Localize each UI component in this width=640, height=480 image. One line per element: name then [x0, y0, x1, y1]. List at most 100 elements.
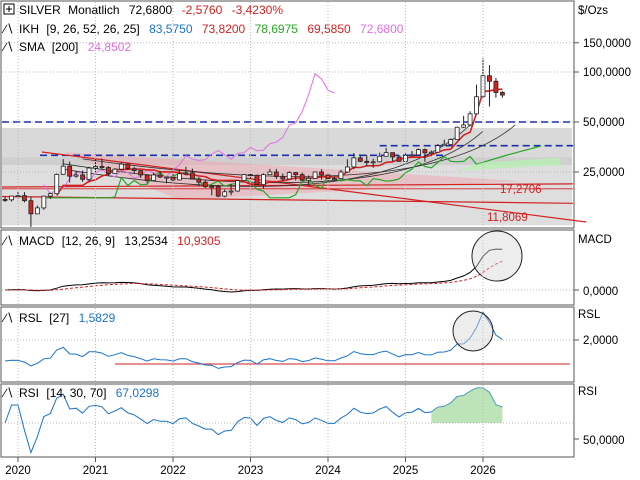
candle-body [67, 165, 73, 177]
candle-body [377, 155, 383, 163]
candle-body [273, 171, 279, 177]
candle-body [202, 181, 208, 188]
candle [34, 205, 40, 215]
candle-body [428, 151, 434, 154]
price-tick-label: 100,0000 [583, 67, 631, 79]
candle-body [125, 163, 131, 170]
candle-body [280, 176, 286, 180]
candle [118, 162, 124, 171]
candle [235, 180, 240, 192]
candle [131, 166, 137, 174]
candle [60, 159, 66, 175]
change-value: -2,5760 [182, 3, 223, 17]
candle [286, 171, 292, 180]
time-tick-label: 2026 [470, 465, 496, 477]
candle-body [99, 166, 105, 168]
candle [22, 192, 27, 203]
candle [441, 139, 447, 147]
sma-params: [200] [52, 40, 79, 54]
time-tick-label: 2025 [393, 465, 419, 477]
candle-body [118, 163, 124, 170]
candle-body [196, 178, 202, 183]
candle [261, 173, 266, 189]
ikh-base-line [56, 88, 503, 196]
rsi-icon: ∕∖ [1, 386, 14, 400]
annotation-level-1: 17,2706 [500, 184, 542, 196]
macd-params: [12, 26, 9] [62, 234, 115, 248]
time-tick-label: 2022 [160, 465, 186, 477]
candle-body [409, 154, 415, 157]
rsl-highlight-circle [452, 310, 494, 352]
candle [319, 169, 324, 180]
rsi-params: [14, 30, 70] [46, 386, 106, 400]
candle-body [9, 195, 14, 201]
candle [183, 166, 189, 176]
candle-body [54, 173, 60, 195]
svg-text:IKH [9, 26, 52, 26, 25]: IKH [9, 26, 52, 26, 25] 83,5750 73,8200 … [19, 22, 404, 36]
candle-body [183, 172, 189, 175]
candle-body [241, 174, 247, 181]
candle-body [416, 149, 421, 156]
price-tick-label: 150,0000 [583, 38, 631, 50]
candle-body [248, 174, 253, 177]
candle-body [215, 186, 221, 197]
candle [280, 173, 286, 181]
candle [306, 175, 312, 186]
candle [9, 195, 14, 202]
candle [344, 159, 350, 173]
candle-body [22, 195, 27, 202]
time-tick-label: 2021 [83, 465, 109, 477]
candle-body [41, 195, 47, 209]
candle-body [441, 143, 447, 147]
time-axis-labels: 2020 2021 2022 2023 2024 2025 2026 [5, 457, 496, 477]
macd-lines [2, 230, 579, 293]
candle [41, 195, 47, 210]
rsi-overbought-area [431, 388, 503, 423]
candle [409, 151, 415, 157]
candle-body [467, 113, 473, 126]
svg-text:MACD [12, 26, 9] 1: MACD [12, 26, 9] 13,2534 10,9305 [19, 234, 221, 248]
candle [332, 176, 337, 181]
candle-body [164, 176, 169, 179]
ikh-params: [9, 26, 52, 26, 25] [46, 22, 139, 36]
candle-body [157, 174, 163, 178]
candle-body [338, 171, 344, 180]
candle [177, 170, 182, 181]
time-tick-label: 2020 [5, 465, 31, 477]
candle-body [493, 80, 499, 93]
macd-axis-tick: 0,0000 [583, 286, 618, 298]
candle-body [151, 174, 157, 181]
candle-body [177, 173, 182, 181]
candle [416, 148, 421, 156]
candle-body [306, 177, 312, 181]
candle-body [299, 174, 305, 181]
price-tick-label: 25,0000 [583, 167, 625, 179]
candle-body [73, 174, 79, 177]
candle [377, 152, 383, 163]
time-tick-label: 2023 [238, 465, 264, 477]
candle [396, 155, 402, 162]
macd-value-1: 13,2534 [124, 234, 168, 248]
candle [254, 174, 260, 185]
candle [47, 192, 53, 199]
candle-body [461, 124, 467, 128]
candle [151, 172, 157, 182]
candle-body [112, 168, 118, 174]
candle [338, 169, 344, 180]
candle [474, 84, 479, 115]
candle-body [448, 139, 454, 145]
rsi-name: RSI [19, 386, 39, 400]
candle-body [222, 191, 228, 197]
candle-body [351, 157, 357, 168]
arc-curve-3 [82, 124, 516, 177]
svg-text:RSI [14, 30, 70] 6: RSI [14, 30, 70] 67,0298 [19, 386, 159, 400]
candle [312, 171, 318, 179]
ikh-name: IKH [19, 22, 39, 36]
candle-body [235, 180, 240, 192]
ikh-lagging-line [43, 72, 335, 195]
rsi-value: 67,0298 [116, 386, 160, 400]
candle [215, 184, 221, 198]
candle [99, 158, 105, 170]
candle [80, 170, 85, 182]
svg-text:SILVER Monatlich 7: SILVER Monatlich 72,6800 -2,5760 -3,4230… [19, 3, 283, 17]
